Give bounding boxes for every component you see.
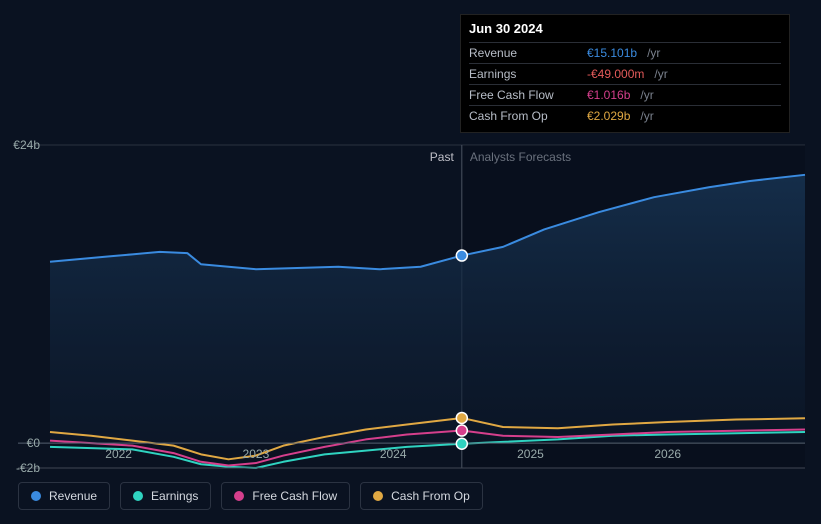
tooltip-row-value: €1.016b bbox=[587, 88, 630, 102]
tooltip-row: Earnings -€49.000m/yr bbox=[469, 63, 781, 84]
legend-swatch bbox=[133, 491, 143, 501]
tooltip-row: Free Cash Flow €1.016b/yr bbox=[469, 84, 781, 105]
tooltip-row-value: -€49.000m bbox=[587, 67, 644, 81]
highlight-marker-revenue bbox=[456, 250, 467, 261]
legend-label: Cash From Op bbox=[391, 489, 470, 503]
forecast-label: Analysts Forecasts bbox=[470, 150, 571, 164]
tooltip-row-label: Cash From Op bbox=[469, 109, 579, 123]
y-tick-label: €0 bbox=[27, 436, 41, 450]
legend-label: Earnings bbox=[151, 489, 198, 503]
x-tick-label: 2023 bbox=[243, 447, 270, 461]
x-tick-label: 2026 bbox=[654, 447, 681, 461]
legend-label: Revenue bbox=[49, 489, 97, 503]
legend-label: Free Cash Flow bbox=[252, 489, 337, 503]
highlight-marker-cfo bbox=[456, 412, 467, 423]
chart-legend: Revenue Earnings Free Cash Flow Cash From O… bbox=[18, 482, 483, 510]
x-tick-label: 2025 bbox=[517, 447, 544, 461]
tooltip-row-value: €15.101b bbox=[587, 46, 637, 60]
tooltip-row: Revenue €15.101b/yr bbox=[469, 42, 781, 63]
legend-item-cfo[interactable]: Cash From Op bbox=[360, 482, 483, 510]
tooltip-row: Cash From Op €2.029b/yr bbox=[469, 105, 781, 126]
legend-item-revenue[interactable]: Revenue bbox=[18, 482, 110, 510]
y-tick-label: €24b bbox=[13, 138, 40, 152]
tooltip-row-unit: /yr bbox=[640, 88, 653, 102]
tooltip-row-label: Free Cash Flow bbox=[469, 88, 579, 102]
x-tick-label: 2022 bbox=[105, 447, 132, 461]
tooltip-row-unit: /yr bbox=[654, 67, 667, 81]
tooltip-row-unit: /yr bbox=[647, 46, 660, 60]
tooltip-date: Jun 30 2024 bbox=[469, 21, 781, 40]
legend-swatch bbox=[31, 491, 41, 501]
tooltip-row-label: Earnings bbox=[469, 67, 579, 81]
y-tick-label: -€2b bbox=[16, 461, 40, 475]
x-tick-label: 2024 bbox=[380, 447, 407, 461]
tooltip-row-unit: /yr bbox=[640, 109, 653, 123]
highlight-marker-fcf bbox=[456, 425, 467, 436]
legend-item-earnings[interactable]: Earnings bbox=[120, 482, 211, 510]
tooltip-row-value: €2.029b bbox=[587, 109, 630, 123]
highlight-marker-earnings bbox=[456, 438, 467, 449]
legend-swatch bbox=[234, 491, 244, 501]
tooltip-row-label: Revenue bbox=[469, 46, 579, 60]
chart-tooltip: Jun 30 2024 Revenue €15.101b/yr Earnings -€… bbox=[460, 14, 790, 133]
legend-item-fcf[interactable]: Free Cash Flow bbox=[221, 482, 350, 510]
past-label: Past bbox=[430, 150, 455, 164]
legend-swatch bbox=[373, 491, 383, 501]
